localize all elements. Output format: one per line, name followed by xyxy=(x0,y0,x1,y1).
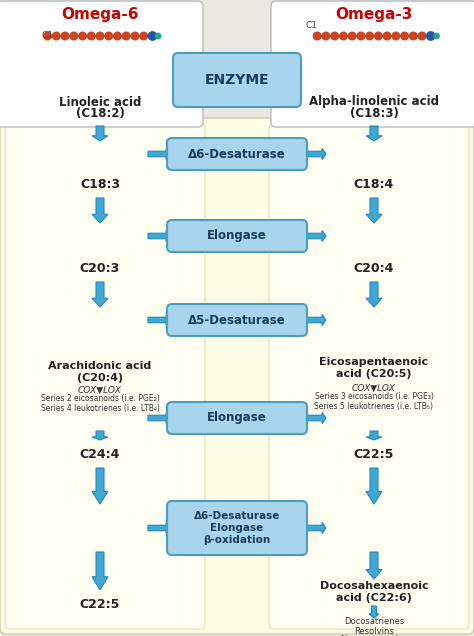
FancyArrow shape xyxy=(92,282,108,307)
Circle shape xyxy=(357,32,365,40)
Circle shape xyxy=(79,32,86,40)
Circle shape xyxy=(148,32,156,40)
FancyArrow shape xyxy=(304,230,326,242)
Text: C22:5: C22:5 xyxy=(354,448,394,460)
Circle shape xyxy=(383,32,391,40)
FancyArrow shape xyxy=(366,468,382,504)
FancyArrow shape xyxy=(366,198,382,223)
Circle shape xyxy=(427,32,435,40)
Circle shape xyxy=(155,33,161,39)
FancyArrow shape xyxy=(304,523,326,534)
FancyBboxPatch shape xyxy=(167,304,307,336)
FancyArrow shape xyxy=(304,413,326,424)
Text: Docosatrienes: Docosatrienes xyxy=(344,618,404,626)
Text: C18:3: C18:3 xyxy=(80,177,120,191)
Circle shape xyxy=(44,32,51,40)
Circle shape xyxy=(105,32,112,40)
Circle shape xyxy=(339,32,347,40)
FancyArrow shape xyxy=(369,606,379,618)
Text: Eicosapentaenoic: Eicosapentaenoic xyxy=(319,357,428,367)
FancyBboxPatch shape xyxy=(0,118,474,634)
Text: Series 3 eicosanoids (i.e. PGE₃): Series 3 eicosanoids (i.e. PGE₃) xyxy=(315,392,433,401)
FancyBboxPatch shape xyxy=(0,1,203,127)
Circle shape xyxy=(122,32,130,40)
Circle shape xyxy=(418,32,426,40)
FancyBboxPatch shape xyxy=(167,138,307,170)
FancyBboxPatch shape xyxy=(167,220,307,252)
Text: Series 4 leukotrienes (i.e. LTB₄): Series 4 leukotrienes (i.e. LTB₄) xyxy=(41,403,159,413)
Text: Elongase: Elongase xyxy=(207,411,267,424)
Text: Omega-3: Omega-3 xyxy=(335,6,413,22)
Circle shape xyxy=(410,32,417,40)
Text: Series 5 leukotrienes (i.e. LTB₅): Series 5 leukotrienes (i.e. LTB₅) xyxy=(315,401,434,410)
FancyArrow shape xyxy=(366,552,382,579)
Text: C1: C1 xyxy=(306,22,318,31)
Text: Linoleic acid: Linoleic acid xyxy=(59,95,141,109)
FancyArrow shape xyxy=(148,314,170,326)
FancyArrow shape xyxy=(304,148,326,160)
FancyBboxPatch shape xyxy=(173,53,301,107)
FancyArrow shape xyxy=(304,314,326,326)
Circle shape xyxy=(374,32,382,40)
FancyArrow shape xyxy=(92,552,108,590)
Text: Arachidonic acid: Arachidonic acid xyxy=(48,361,152,371)
Text: C20:4: C20:4 xyxy=(354,261,394,275)
FancyArrow shape xyxy=(92,431,108,440)
Text: acid (C20:5): acid (C20:5) xyxy=(336,369,412,379)
Circle shape xyxy=(131,32,139,40)
Circle shape xyxy=(96,32,104,40)
FancyBboxPatch shape xyxy=(271,1,474,127)
Text: C20:3: C20:3 xyxy=(80,261,120,275)
Text: Alpha-linolenic acid: Alpha-linolenic acid xyxy=(309,95,439,109)
Text: C22:5: C22:5 xyxy=(80,597,120,611)
FancyArrow shape xyxy=(148,230,170,242)
Circle shape xyxy=(322,32,330,40)
Text: ENZYME: ENZYME xyxy=(205,73,269,87)
Circle shape xyxy=(140,32,147,40)
Circle shape xyxy=(366,32,374,40)
Text: Δ6-Desaturase: Δ6-Desaturase xyxy=(188,148,286,160)
Circle shape xyxy=(53,32,60,40)
FancyArrow shape xyxy=(366,431,382,440)
Circle shape xyxy=(70,32,78,40)
FancyArrow shape xyxy=(92,468,108,504)
Text: C1: C1 xyxy=(42,32,54,41)
Circle shape xyxy=(114,32,121,40)
Text: (C20:4): (C20:4) xyxy=(77,373,123,383)
FancyArrow shape xyxy=(148,523,170,534)
Circle shape xyxy=(61,32,69,40)
Text: Docosahexaenoic: Docosahexaenoic xyxy=(319,581,428,591)
FancyArrow shape xyxy=(148,413,170,424)
Circle shape xyxy=(434,33,439,39)
FancyArrow shape xyxy=(366,126,382,141)
Circle shape xyxy=(392,32,400,40)
Circle shape xyxy=(401,32,409,40)
Text: Resolvins: Resolvins xyxy=(354,626,394,635)
Circle shape xyxy=(348,32,356,40)
FancyArrow shape xyxy=(92,198,108,223)
Circle shape xyxy=(313,32,321,40)
Text: C24:4: C24:4 xyxy=(80,448,120,460)
Text: COX▼LOX: COX▼LOX xyxy=(352,384,396,392)
Text: (C18:3): (C18:3) xyxy=(349,107,399,120)
FancyArrow shape xyxy=(366,282,382,307)
Text: (C18:2): (C18:2) xyxy=(75,107,125,120)
FancyArrow shape xyxy=(92,126,108,141)
Text: Elongase: Elongase xyxy=(207,230,267,242)
Text: Series 2 eicosanoids (i.e. PGE₂): Series 2 eicosanoids (i.e. PGE₂) xyxy=(41,394,159,403)
Text: Δ6-Desaturase
Elongase
β-oxidation: Δ6-Desaturase Elongase β-oxidation xyxy=(194,511,280,546)
FancyBboxPatch shape xyxy=(5,123,205,629)
Circle shape xyxy=(331,32,338,40)
FancyBboxPatch shape xyxy=(167,402,307,434)
Text: Omega-6: Omega-6 xyxy=(61,6,139,22)
Text: C18:4: C18:4 xyxy=(354,177,394,191)
FancyArrow shape xyxy=(148,148,170,160)
Text: acid (C22:6): acid (C22:6) xyxy=(336,593,412,603)
Text: Δ5-Desaturase: Δ5-Desaturase xyxy=(188,314,286,326)
FancyBboxPatch shape xyxy=(167,501,307,555)
Circle shape xyxy=(88,32,95,40)
Text: COX▼LOX: COX▼LOX xyxy=(78,385,122,394)
FancyBboxPatch shape xyxy=(269,123,469,629)
